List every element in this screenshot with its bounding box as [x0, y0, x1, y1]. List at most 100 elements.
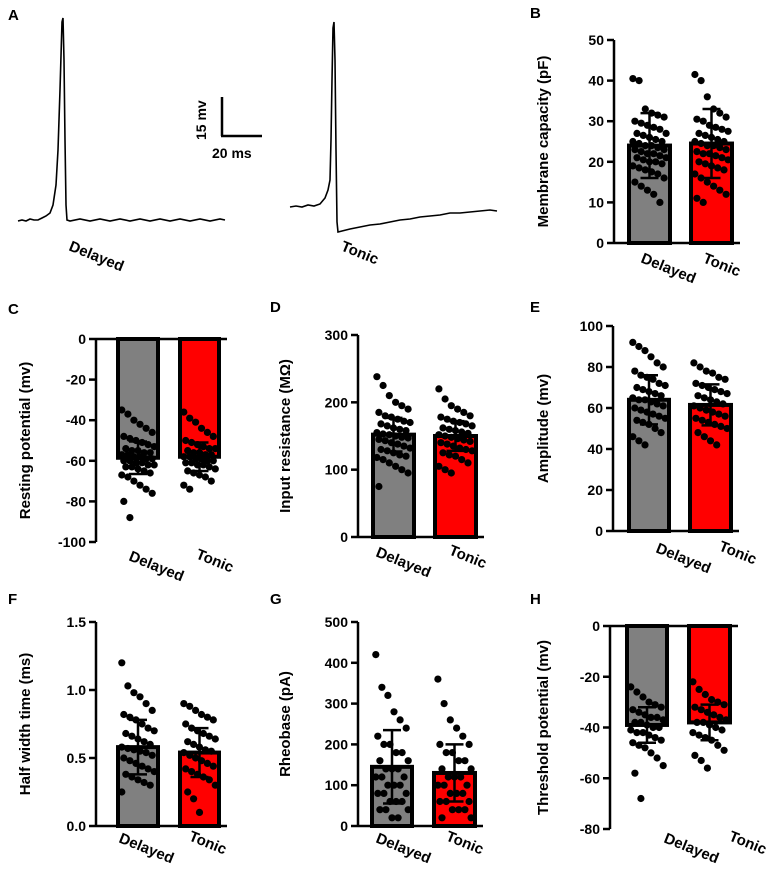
data-point-delayed: [635, 342, 643, 351]
data-point-delayed: [660, 146, 668, 154]
data-point-tonic: [691, 703, 699, 711]
data-point-delayed: [375, 482, 383, 491]
data-point-delayed: [144, 724, 152, 732]
data-point-delayed: [380, 789, 388, 798]
data-point-delayed: [373, 453, 381, 462]
data-point-delayed: [148, 455, 156, 463]
data-point-tonic: [199, 461, 207, 469]
y-axis-title: Amplitude (mv): [535, 374, 552, 483]
y-tick-label: -40: [66, 412, 86, 428]
data-point-tonic: [714, 164, 722, 172]
data-point-tonic: [723, 424, 731, 433]
data-point-tonic: [211, 735, 219, 743]
data-point-tonic: [442, 749, 450, 757]
y-tick-label: 40: [588, 73, 604, 89]
data-point-delayed: [390, 708, 398, 716]
data-point-delayed: [383, 422, 391, 430]
data-point-tonic: [447, 433, 455, 441]
data-point-tonic: [435, 462, 443, 470]
data-point-delayed: [384, 691, 392, 700]
category-label-tonic: Tonic: [717, 538, 759, 568]
data-point-tonic: [696, 363, 704, 371]
scale-bar: 15 mv 20 ms: [193, 97, 262, 161]
data-point-delayed: [631, 117, 639, 125]
data-point-tonic: [203, 759, 211, 768]
data-point-tonic: [691, 137, 699, 146]
panel-letter-f: F: [8, 591, 17, 608]
data-point-delayed: [118, 406, 126, 414]
data-point-tonic: [446, 789, 454, 798]
data-point-delayed: [375, 408, 383, 416]
data-point-tonic: [703, 93, 711, 101]
data-point-delayed: [641, 441, 649, 449]
data-point-tonic: [180, 453, 188, 461]
data-point-delayed: [641, 396, 649, 404]
data-point-tonic: [444, 773, 452, 781]
data-point-delayed: [659, 402, 667, 410]
data-point-delayed: [656, 198, 664, 206]
y-tick-label: 0: [340, 818, 348, 834]
data-point-tonic: [434, 675, 442, 683]
category-label-tonic: Tonic: [444, 828, 486, 858]
data-point-delayed: [404, 806, 412, 814]
data-point-delayed: [118, 788, 126, 796]
data-point-tonic: [446, 716, 454, 724]
data-point-delayed: [134, 776, 142, 784]
data-point-tonic: [436, 797, 444, 806]
data-point-tonic: [199, 443, 207, 451]
data-point-delayed: [378, 773, 386, 781]
data-point-tonic: [186, 485, 194, 493]
data-point-tonic: [703, 178, 711, 186]
y-tick-label: -20: [66, 372, 86, 388]
data-point-delayed: [402, 789, 410, 798]
data-point-delayed: [637, 406, 645, 414]
data-point-tonic: [692, 414, 700, 422]
y-tick-label: 0.5: [67, 750, 87, 766]
data-point-tonic: [203, 428, 211, 436]
category-label-tonic: Tonic: [194, 546, 236, 576]
data-point-delayed: [635, 139, 643, 148]
data-point-delayed: [653, 754, 661, 762]
data-point-tonic: [722, 190, 730, 198]
data-point-delayed: [637, 182, 645, 190]
data-point-tonic: [190, 740, 198, 749]
data-point-tonic: [709, 369, 717, 377]
data-point-tonic: [182, 436, 190, 445]
data-point-delayed: [639, 386, 647, 394]
chart-panel-f: F Half width time (ms) 0.0 0.5 1.0 1.5 Delayed…: [8, 591, 229, 867]
data-point-delayed: [150, 461, 158, 469]
data-point-delayed: [629, 338, 637, 346]
category-label-delayed: Delayed: [662, 830, 722, 867]
data-point-delayed: [144, 441, 152, 449]
data-point-delayed: [633, 154, 641, 162]
data-point-delayed: [374, 732, 382, 740]
data-point-delayed: [130, 746, 138, 754]
data-point-tonic: [458, 428, 466, 436]
data-point-tonic: [714, 741, 722, 749]
category-label-delayed: Delayed: [654, 540, 714, 577]
data-point-tonic: [695, 685, 703, 694]
data-point-tonic: [184, 738, 192, 746]
data-point-tonic: [723, 390, 731, 398]
data-point-tonic: [209, 457, 217, 465]
data-point-tonic: [461, 757, 469, 765]
data-point-tonic: [455, 806, 463, 814]
data-point-tonic: [712, 123, 720, 131]
data-point-delayed: [124, 744, 132, 753]
data-point-delayed: [635, 437, 643, 445]
y-tick-label: 100: [580, 318, 604, 334]
data-point-delayed: [396, 716, 404, 724]
trace-panel-a: A Delayed Tonic 15 mv 20 ms: [8, 7, 498, 275]
data-point-tonic: [461, 806, 469, 814]
y-axis-title: Input resistance (MΩ): [277, 359, 294, 513]
data-point-delayed: [631, 178, 639, 186]
chart-panel-b: B Membrane capacity (pF) 0 10 20 30 40 50 Delaye…: [530, 5, 743, 287]
data-point-tonic: [718, 726, 726, 734]
data-point-tonic: [703, 764, 712, 772]
y-tick-label: 40: [587, 441, 603, 457]
data-point-tonic: [197, 424, 206, 432]
data-point-delayed: [657, 429, 665, 437]
data-point-tonic: [689, 729, 697, 737]
delayed-trace: [17, 17, 226, 222]
data-point-delayed: [647, 749, 655, 757]
